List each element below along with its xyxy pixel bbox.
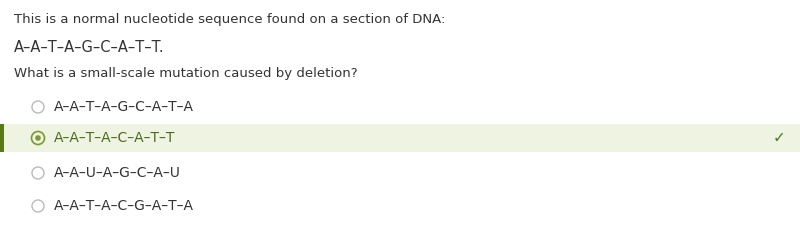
Text: What is a small-scale mutation caused by deletion?: What is a small-scale mutation caused by… (14, 67, 358, 80)
Text: ✓: ✓ (772, 130, 785, 145)
Text: A–A–T–A–C–A–T–T: A–A–T–A–C–A–T–T (54, 131, 175, 145)
Bar (0, 124, 800, 152)
Text: This is a normal nucleotide sequence found on a section of DNA:: This is a normal nucleotide sequence fou… (14, 13, 446, 26)
Text: A–A–T–A–C–G–A–T–A: A–A–T–A–C–G–A–T–A (54, 199, 194, 213)
Text: A–A–U–A–G–C–A–U: A–A–U–A–G–C–A–U (54, 166, 181, 180)
Bar (0, 124, 3, 152)
Circle shape (32, 167, 44, 179)
Circle shape (32, 101, 44, 113)
Circle shape (35, 135, 41, 141)
Circle shape (32, 200, 44, 212)
Text: A–A–T–A–G–C–A–T–T.: A–A–T–A–G–C–A–T–T. (14, 40, 165, 55)
Text: A–A–T–A–G–C–A–T–A: A–A–T–A–G–C–A–T–A (54, 100, 194, 114)
